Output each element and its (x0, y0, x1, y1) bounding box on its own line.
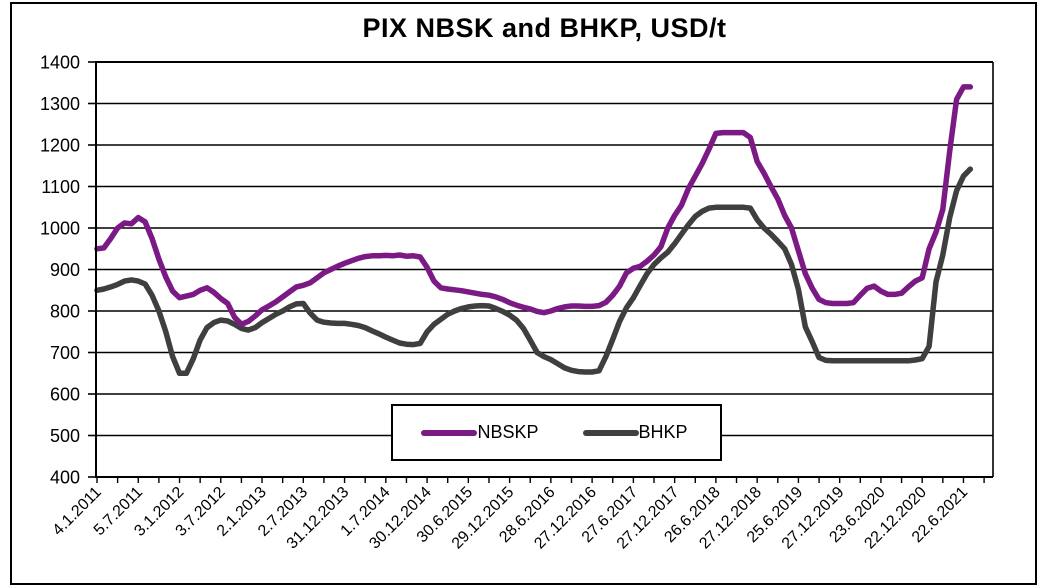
legend-label-nbskp: NBSKP (477, 422, 539, 442)
y-tick-label-900: 900 (50, 260, 80, 280)
y-tick-label-800: 800 (50, 302, 80, 322)
y-tick-label-1000: 1000 (40, 219, 80, 239)
y-tick-label-600: 600 (50, 385, 80, 405)
y-tick-label-1200: 1200 (40, 136, 80, 156)
series-line-bhkp (94, 166, 974, 377)
y-tick-label-700: 700 (50, 343, 80, 363)
nbskp-line-sample (421, 429, 478, 436)
y-tick-label-1300: 1300 (40, 94, 80, 114)
y-tick-label-1100: 1100 (41, 177, 80, 197)
chart-title: PIX NBSK and BHKP, USD/t (362, 13, 727, 43)
y-tick-label-500: 500 (50, 426, 80, 446)
legend: NBSKP BHKP (391, 404, 722, 461)
y-tick-label-1400: 1400 (40, 53, 80, 73)
legend-label-bhkp: BHKP (638, 422, 688, 442)
y-tick-label-400: 400 (50, 468, 80, 488)
bhkp-line-sample (582, 429, 639, 436)
series-line-nbskp (94, 84, 974, 328)
